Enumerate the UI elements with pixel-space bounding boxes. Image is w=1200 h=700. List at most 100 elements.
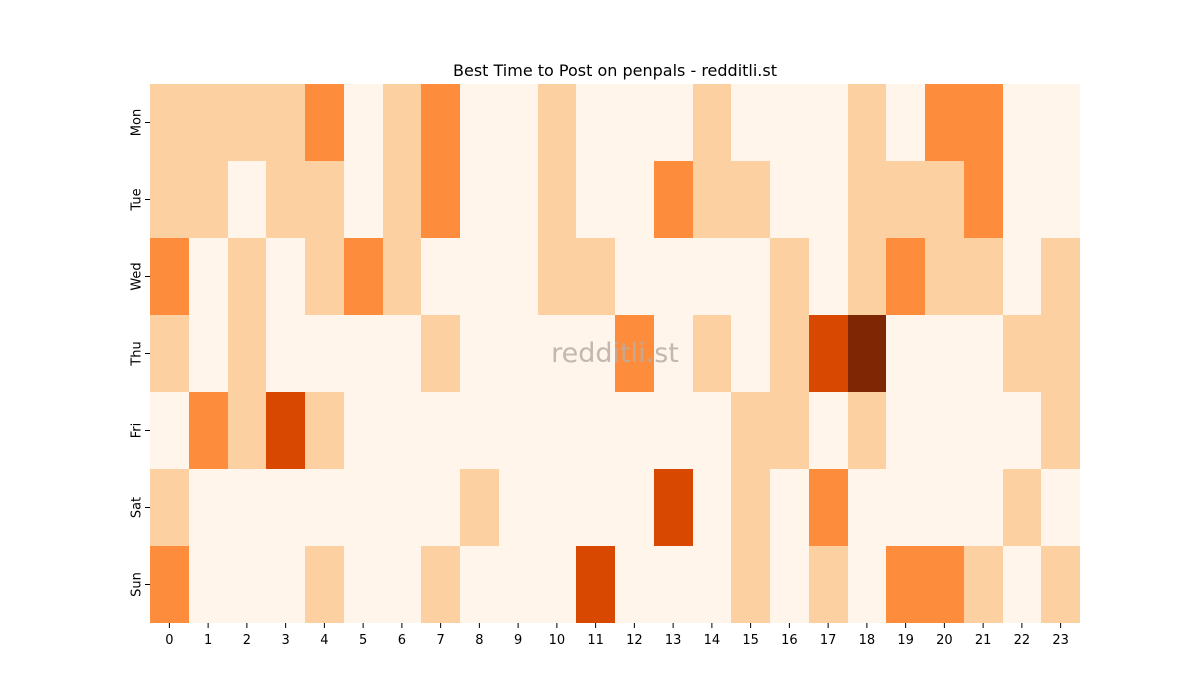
heatmap-cell-sat-3 bbox=[266, 469, 305, 546]
heatmap-cell-mon-19 bbox=[886, 84, 925, 161]
x-tick-label: 15 bbox=[742, 633, 759, 648]
heatmap-cell-thu-5 bbox=[344, 315, 383, 392]
x-tick-label: 9 bbox=[514, 633, 522, 648]
heatmap-cell-mon-3 bbox=[266, 84, 305, 161]
x-axis: 0 1 2 3 4 5 6 7 8 9 10 11 12 13 14 15 16 17 18 19 20 21 22 23 bbox=[165, 623, 1069, 648]
heatmap-cell-sun-19 bbox=[886, 546, 925, 623]
heatmap-cell-thu-21 bbox=[964, 315, 1003, 392]
heatmap-cell-sat-20 bbox=[925, 469, 964, 546]
heatmap-cell-tue-14 bbox=[693, 161, 731, 238]
heatmap-cell-sat-6 bbox=[383, 469, 421, 546]
y-tick-label: Mon bbox=[130, 109, 145, 136]
heatmap-cell-fri-13 bbox=[654, 392, 693, 469]
heatmap-cell-wed-2 bbox=[228, 238, 266, 315]
heatmap-cell-thu-10 bbox=[538, 315, 576, 392]
heatmap-cell-tue-16 bbox=[770, 161, 809, 238]
x-tick-label: 3 bbox=[281, 633, 289, 648]
heatmap-cell-fri-14 bbox=[693, 392, 731, 469]
heatmap-cell-tue-4 bbox=[305, 161, 344, 238]
heatmap-cell-sun-4 bbox=[305, 546, 344, 623]
heatmap-cell-mon-8 bbox=[460, 84, 499, 161]
x-tick-label: 11 bbox=[587, 633, 604, 648]
heatmap-cell-tue-8 bbox=[460, 161, 499, 238]
heatmap-cell-wed-4 bbox=[305, 238, 344, 315]
heatmap-cell-fri-11 bbox=[576, 392, 615, 469]
heatmap-cell-sat-21 bbox=[964, 469, 1003, 546]
heatmap-cell-sun-12 bbox=[615, 546, 654, 623]
heatmap-cell-mon-2 bbox=[228, 84, 266, 161]
x-tick-label: 19 bbox=[897, 633, 914, 648]
x-tick-label: 17 bbox=[820, 633, 837, 648]
heatmap-cell-thu-3 bbox=[266, 315, 305, 392]
heatmap-cell-wed-0 bbox=[150, 238, 189, 315]
heatmap-cell-wed-7 bbox=[421, 238, 460, 315]
heatmap-cell-sat-11 bbox=[576, 469, 615, 546]
y-tick-label: Wed bbox=[130, 262, 145, 290]
heatmap-cell-wed-6 bbox=[383, 238, 421, 315]
heatmap-cell-mon-21 bbox=[964, 84, 1003, 161]
heatmap-cell-wed-16 bbox=[770, 238, 809, 315]
heatmap-cell-sun-2 bbox=[228, 546, 266, 623]
heatmap-cell-mon-11 bbox=[576, 84, 615, 161]
x-tick-label: 20 bbox=[936, 633, 953, 648]
y-tick-label: Sun bbox=[130, 572, 145, 597]
heatmap-cell-wed-1 bbox=[189, 238, 228, 315]
heatmap-cell-sun-9 bbox=[499, 546, 538, 623]
x-tick-label: 22 bbox=[1014, 633, 1031, 648]
heatmap-cell-tue-13 bbox=[654, 161, 693, 238]
heatmap-cell-fri-15 bbox=[731, 392, 770, 469]
y-tick-label: Fri bbox=[130, 423, 145, 439]
heatmap-cell-mon-20 bbox=[925, 84, 964, 161]
heatmap-cell-sat-8 bbox=[460, 469, 499, 546]
heatmap-cell-sat-23 bbox=[1041, 469, 1080, 546]
heatmap-cell-fri-6 bbox=[383, 392, 421, 469]
heatmap-cell-wed-20 bbox=[925, 238, 964, 315]
heatmap-cell-wed-19 bbox=[886, 238, 925, 315]
heatmap-cell-mon-15 bbox=[731, 84, 770, 161]
heatmap-cell-tue-23 bbox=[1041, 161, 1080, 238]
heatmap-cell-sun-6 bbox=[383, 546, 421, 623]
heatmap-cell-mon-9 bbox=[499, 84, 538, 161]
heatmap-cell-wed-14 bbox=[693, 238, 731, 315]
heatmap-cell-mon-5 bbox=[344, 84, 383, 161]
heatmap-cell-tue-20 bbox=[925, 161, 964, 238]
x-tick-label: 13 bbox=[665, 633, 682, 648]
heatmap-cell-fri-1 bbox=[189, 392, 228, 469]
heatmap-cell-fri-22 bbox=[1003, 392, 1041, 469]
heatmap-cell-tue-2 bbox=[228, 161, 266, 238]
heatmap-cell-sat-22 bbox=[1003, 469, 1041, 546]
heatmap-cell-sat-19 bbox=[886, 469, 925, 546]
heatmap-cell-sun-1 bbox=[189, 546, 228, 623]
heatmap-cell-thu-23 bbox=[1041, 315, 1080, 392]
heatmap-cell-mon-4 bbox=[305, 84, 344, 161]
heatmap-cell-sat-15 bbox=[731, 469, 770, 546]
heatmap-cell-sun-21 bbox=[964, 546, 1003, 623]
heatmap-cell-thu-20 bbox=[925, 315, 964, 392]
heatmap-cell-wed-22 bbox=[1003, 238, 1041, 315]
heatmap-cell-thu-12 bbox=[615, 315, 654, 392]
heatmap-cell-thu-9 bbox=[499, 315, 538, 392]
heatmap-cell-sat-7 bbox=[421, 469, 460, 546]
heatmap-cell-mon-23 bbox=[1041, 84, 1080, 161]
y-tick-label: Tue bbox=[130, 188, 145, 211]
heatmap-cell-mon-13 bbox=[654, 84, 693, 161]
heatmap-cell-mon-22 bbox=[1003, 84, 1041, 161]
x-tick-label: 16 bbox=[781, 633, 798, 648]
heatmap-cell-tue-18 bbox=[848, 161, 886, 238]
heatmap-cell-sat-12 bbox=[615, 469, 654, 546]
heatmap-cell-fri-4 bbox=[305, 392, 344, 469]
heatmap-cell-fri-17 bbox=[809, 392, 848, 469]
chart-title: Best Time to Post on penpals - redditli.… bbox=[453, 61, 777, 80]
heatmap-cell-wed-5 bbox=[344, 238, 383, 315]
heatmap-cell-sat-0 bbox=[150, 469, 189, 546]
heatmap-cell-fri-21 bbox=[964, 392, 1003, 469]
x-tick-label: 7 bbox=[436, 633, 444, 648]
x-tick-label: 2 bbox=[243, 633, 251, 648]
heatmap-cell-fri-3 bbox=[266, 392, 305, 469]
heatmap-cell-wed-17 bbox=[809, 238, 848, 315]
heatmap-cell-fri-8 bbox=[460, 392, 499, 469]
heatmap-cell-thu-13 bbox=[654, 315, 693, 392]
heatmap-cell-tue-11 bbox=[576, 161, 615, 238]
x-tick-label: 4 bbox=[320, 633, 328, 648]
